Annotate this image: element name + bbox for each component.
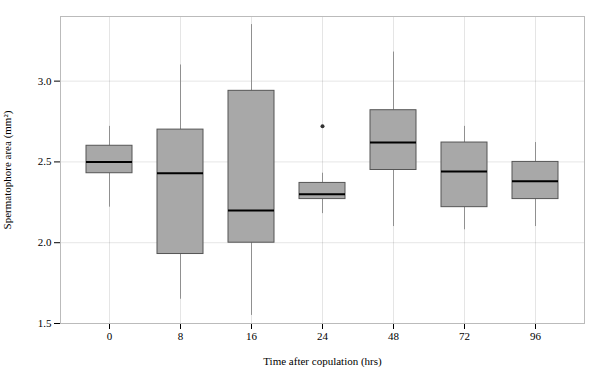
svg-text:24: 24 <box>317 330 329 342</box>
svg-text:8: 8 <box>178 330 184 342</box>
svg-text:3.0: 3.0 <box>38 75 52 87</box>
svg-text:2.0: 2.0 <box>38 236 52 248</box>
svg-text:Spermatophore area (mm²): Spermatophore area (mm²) <box>1 110 14 229</box>
svg-text:16: 16 <box>246 330 258 342</box>
svg-text:48: 48 <box>388 330 400 342</box>
svg-text:0: 0 <box>107 330 113 342</box>
svg-text:96: 96 <box>530 330 542 342</box>
svg-text:2.5: 2.5 <box>38 155 52 167</box>
svg-text:1.5: 1.5 <box>38 317 52 329</box>
svg-text:72: 72 <box>459 330 470 342</box>
svg-text:Time after copulation (hrs): Time after copulation (hrs) <box>263 355 382 367</box>
